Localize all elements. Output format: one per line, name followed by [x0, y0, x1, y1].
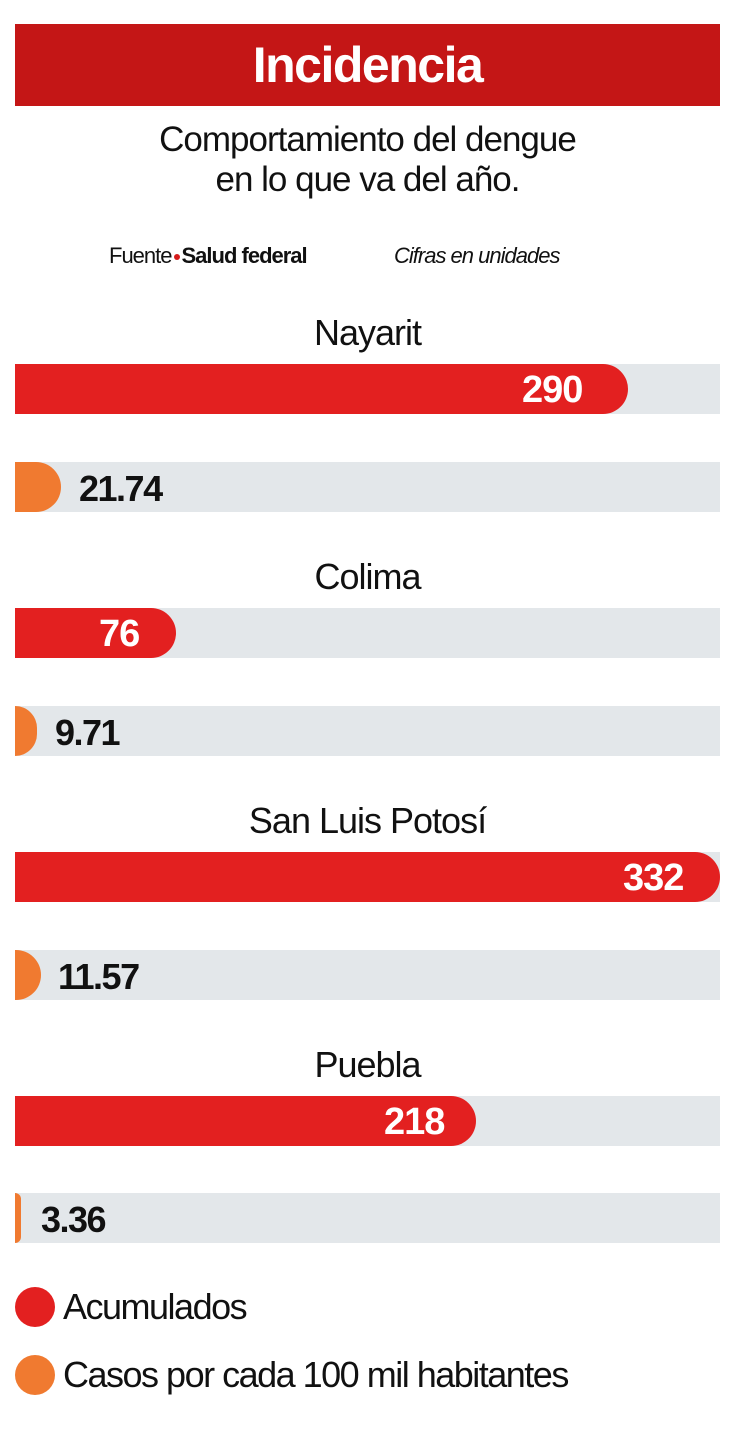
bar-acumulados-san-luis-potosi	[15, 852, 720, 902]
bar-track-casos-colima: 9.71	[15, 706, 720, 756]
legend-label-acumulados: Acumulados	[63, 1286, 248, 1327]
chart-title: Incidencia	[252, 37, 484, 93]
legend-item-acumulados: Acumulados	[15, 1286, 248, 1328]
source-value: Salud federal	[181, 243, 308, 268]
chart-subtitle: Comportamiento del dengue en lo que va d…	[0, 120, 735, 200]
bar-casos-puebla	[15, 1193, 21, 1243]
source-note: Fuente Salud federal	[109, 243, 308, 269]
bar-casos-nayarit	[15, 462, 61, 512]
bullet-dot-icon	[173, 254, 180, 261]
legend-dot-red-icon	[15, 1287, 55, 1327]
bar-track-acumulados-san-luis-potosi: 332	[15, 852, 720, 902]
legend-label-casos: Casos por cada 100 mil habitantes	[63, 1354, 569, 1395]
bar-track-acumulados-puebla: 218	[15, 1096, 720, 1146]
bar-casos-san-luis-potosi	[15, 950, 41, 1000]
bar-track-casos-puebla: 3.36	[15, 1193, 720, 1243]
value-acumulados-colima: 76	[99, 613, 140, 655]
value-acumulados-nayarit: 290	[522, 369, 583, 411]
state-label-nayarit: Nayarit	[313, 312, 422, 353]
value-casos-colima: 9.71	[55, 712, 121, 753]
bar-acumulados-puebla	[15, 1096, 476, 1146]
state-label-san-luis-potosi: San Luis Potosí	[248, 800, 487, 841]
state-label-puebla: Puebla	[314, 1044, 421, 1085]
bar-track-casos-nayarit: 21.74	[15, 462, 720, 512]
bar-track-casos-san-luis-potosi: 11.57	[15, 950, 720, 1000]
title-bar: Incidencia	[15, 24, 720, 106]
bar-acumulados-colima	[15, 608, 176, 658]
subtitle-line-1: Comportamiento del dengue	[159, 120, 577, 159]
value-casos-puebla: 3.36	[41, 1199, 107, 1240]
source-label: Fuente	[109, 243, 172, 268]
legend-dot-orange-icon	[15, 1355, 55, 1395]
legend-item-casos: Casos por cada 100 mil habitantes	[15, 1354, 569, 1396]
bar-track-acumulados-nayarit: 290	[15, 364, 720, 414]
bar-track-acumulados-colima: 76	[15, 608, 720, 658]
state-label-colima: Colima	[314, 556, 421, 597]
value-casos-nayarit: 21.74	[79, 468, 163, 509]
value-casos-san-luis-potosi: 11.57	[58, 956, 140, 997]
value-acumulados-puebla: 218	[384, 1101, 445, 1143]
subtitle-line-2: en lo que va del año.	[215, 160, 521, 199]
units-note: Cifras en unidades	[394, 243, 560, 268]
value-acumulados-san-luis-potosi: 332	[623, 857, 684, 899]
bar-casos-colima	[15, 706, 37, 756]
bar-acumulados-nayarit	[15, 364, 628, 414]
